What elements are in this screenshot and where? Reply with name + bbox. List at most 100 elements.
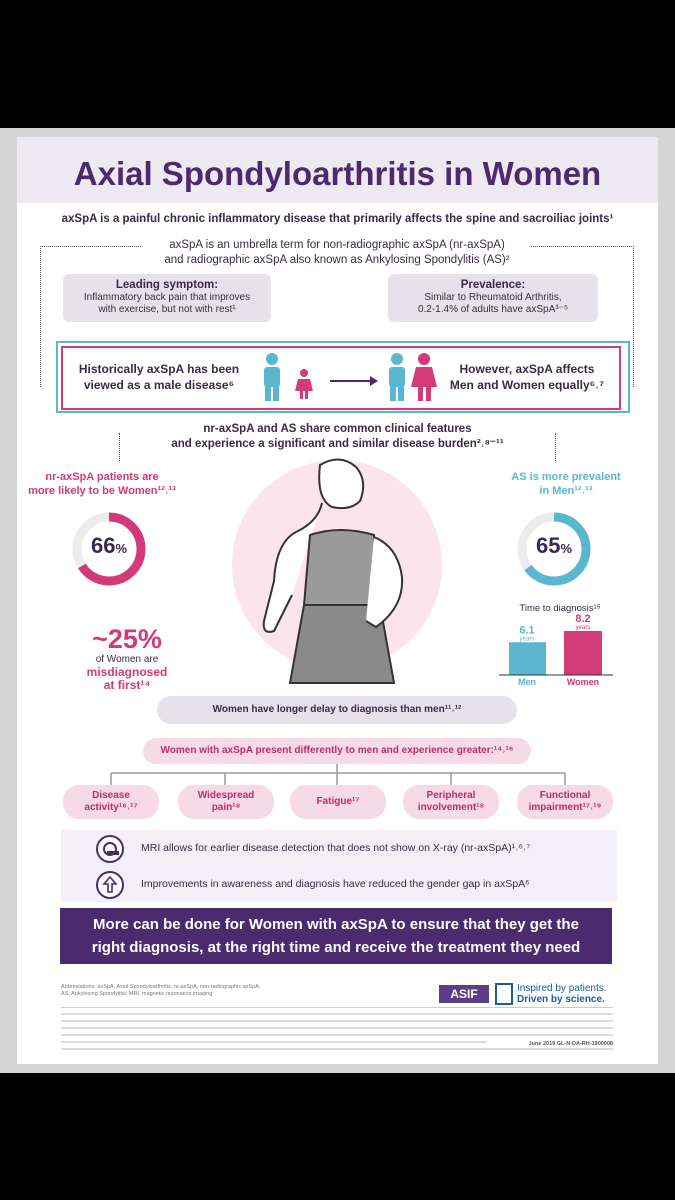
dotted-connector-features-left — [119, 433, 120, 461]
nr-percent-sign: % — [115, 541, 128, 556]
symptom-label: pain¹⁸ — [211, 802, 241, 813]
equal-female-figure-icon — [411, 353, 437, 401]
present-banner: Women with axSpA present differently to … — [143, 738, 531, 764]
symptom-label: Fatigue¹⁷ — [316, 796, 360, 807]
cta-line-1: More can be done for Women with axSpA to… — [93, 916, 579, 933]
symptom-label: involvement¹⁸ — [417, 802, 485, 813]
symptom-label: impairment¹⁷˒¹⁹ — [528, 802, 602, 813]
symptom-widespread-pain: Widespread pain¹⁸ — [178, 785, 274, 819]
historic-box — [61, 346, 621, 410]
mri-scanner-icon — [96, 835, 124, 863]
left-arm-shape — [262, 502, 323, 633]
misdiagnosed-line-2: misdiagnosed — [86, 665, 168, 679]
leading-symptom-label: Leading symptom: — [115, 279, 219, 291]
umbrella-line-2: and radiographic axSpA also known as Ank… — [164, 254, 510, 266]
symptom-label: Widespread — [197, 790, 255, 801]
nr-percent-label: 66% — [59, 533, 159, 559]
nr-line-2: more likely to be Women¹²˒¹³ — [28, 485, 176, 497]
references-separator — [61, 1007, 613, 1008]
mri-info-row: MRI allows for earlier disease detection… — [61, 830, 617, 866]
gender-icons-graphic — [264, 353, 437, 401]
women-label: Women — [567, 677, 599, 687]
arrow-up-icon — [96, 871, 124, 899]
awareness-text: Improvements in awareness and diagnosis … — [141, 878, 530, 890]
symptom-functional-impairment: Functional impairment¹⁷˒¹⁹ — [517, 785, 613, 819]
historic-left-text: Historically axSpA has been viewed as a … — [69, 361, 249, 393]
as-percent-sign: % — [560, 541, 573, 556]
tagline: Inspired by patients. Driven by science. — [517, 983, 607, 1005]
equal-male-figure-icon — [389, 353, 405, 401]
mri-text: MRI allows for earlier disease detection… — [141, 842, 531, 854]
symptom-tree-connector — [110, 764, 566, 786]
hair-shape — [318, 458, 365, 510]
footer-code: June 2019 GL-N-DA-RH-1900008 — [487, 1041, 613, 1048]
historic-left-line-1: Historically axSpA has been — [78, 362, 240, 376]
subtitle: axSpA is a painful chronic inflammatory … — [61, 213, 614, 225]
nr-line-1: nr-axSpA patients are — [45, 471, 159, 483]
as-donut — [517, 512, 591, 586]
call-to-action-banner: More can be done for Women with axSpA to… — [60, 908, 612, 964]
misdiagnosed-line-1: of Women are — [95, 654, 159, 665]
symptom-fatigue: Fatigue¹⁷ — [290, 785, 386, 819]
as-heading: AS is more prevalent in Men¹²˒¹³ — [491, 470, 641, 498]
nr-donut-arc — [72, 512, 146, 586]
symptom-label: activity¹⁶˒¹⁷ — [84, 802, 138, 813]
historic-box-outline — [56, 341, 630, 413]
asif-logo-text: ASIF — [450, 987, 478, 1001]
clinical-features-heading: nr-axSpA and AS share common clinical fe… — [117, 422, 558, 452]
women-years-unit: years — [576, 625, 591, 631]
abbreviations-line-1: Abbreviations: axSpA, Axial Spondyloarth… — [61, 984, 261, 990]
small-female-figure-icon — [295, 369, 313, 399]
prevalence-line-2: 0.2-1.4% of adults have axSpA³⁻⁵ — [417, 304, 569, 315]
umbrella-line-1: axSpA is an umbrella term for non-radiog… — [169, 239, 505, 251]
men-bar — [509, 642, 546, 675]
infographic-poster: Axial Spondyloarthritis in Women axSpA i… — [17, 137, 658, 1064]
misdiagnosed-line-3: at first¹⁴ — [103, 678, 151, 692]
time-to-diagnosis-chart: 6.1 years 8.2 years Men Women — [499, 613, 613, 687]
prevalence-box: Prevalence: Similar to Rheumatoid Arthri… — [388, 274, 598, 322]
as-line-2: in Men¹²˒¹³ — [539, 485, 593, 497]
abbreviations-line-2: AS, Ankylosing Spondylitis; MRI, magneti… — [61, 991, 213, 997]
nr-axspa-heading: nr-axSpA patients are more likely to be … — [27, 470, 177, 498]
woman-back-pain-illustration — [232, 458, 442, 684]
historic-right-text: However, axSpA affects Men and Women equ… — [437, 361, 617, 393]
as-donut-arc — [517, 512, 591, 586]
symptom-label: Functional — [539, 790, 591, 801]
cta-line-2: right diagnosis, at the right time and r… — [91, 939, 581, 956]
leggings-shape — [288, 604, 396, 684]
right-arm-shape — [365, 536, 404, 629]
tagline-line-2: Driven by science. — [517, 994, 605, 1005]
asif-logo: ASIF — [439, 985, 489, 1003]
umbrella-definition: axSpA is an umbrella term for non-radiog… — [147, 238, 527, 268]
dotted-connector-features-right — [555, 433, 556, 461]
as-percent-label: 65% — [504, 533, 604, 559]
features-line-2: and experience a significant and similar… — [171, 438, 504, 450]
as-line-1: AS is more prevalent — [511, 471, 621, 483]
women-years-value: 8.2 — [575, 613, 590, 625]
nr-axspa-donut — [72, 512, 146, 586]
symptom-disease-activity: Disease activity¹⁶˒¹⁷ — [63, 785, 159, 819]
misdiagnosed-percent: ~25% — [92, 624, 162, 654]
historic-left-line-2: viewed as a male disease⁶ — [83, 378, 235, 392]
men-years-unit: years — [520, 636, 535, 642]
dotted-connector-left — [40, 246, 141, 387]
symptom-label: Disease — [92, 790, 130, 801]
arrow-right-icon — [330, 376, 378, 386]
abbreviations: Abbreviations: axSpA, Axial Spondyloarth… — [61, 984, 361, 998]
historic-right-line-1: However, axSpA affects — [459, 362, 595, 376]
women-bar — [564, 631, 602, 675]
symptom-label: Peripheral — [426, 790, 476, 801]
awareness-info-row: Improvements in awareness and diagnosis … — [61, 866, 617, 902]
title-band — [17, 137, 658, 203]
company-logo-icon — [495, 983, 513, 1005]
dotted-connector-right — [531, 246, 634, 387]
as-percent-number: 65 — [535, 533, 561, 558]
nr-percent-number: 66 — [90, 533, 116, 558]
delay-banner: Women have longer delay to diagnosis tha… — [157, 696, 517, 724]
prevalence-label: Prevalence: — [460, 279, 526, 291]
symptom-peripheral-involvement: Peripheral involvement¹⁸ — [403, 785, 499, 819]
prevalence-line-1: Similar to Rheumatoid Arthritis, — [424, 292, 562, 303]
page-title: Axial Spondyloarthritis in Women — [73, 155, 602, 192]
leading-symptom-box: Leading symptom: Inflammatory back pain … — [63, 274, 271, 322]
historic-right-line-2: Men and Women equally⁶˒⁷ — [449, 378, 605, 392]
